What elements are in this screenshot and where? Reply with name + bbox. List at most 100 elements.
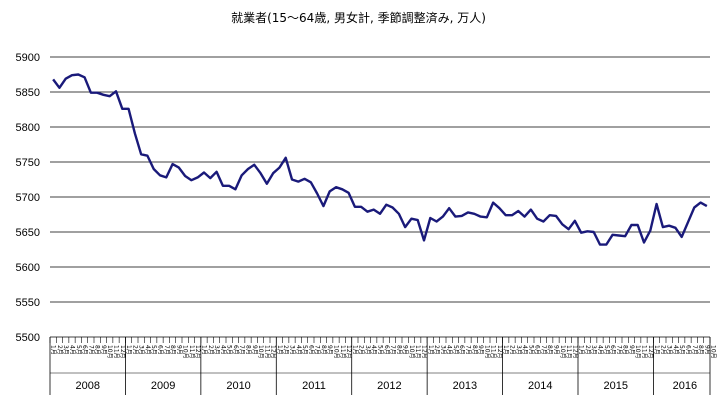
x-month-label: 2月 [433,345,440,355]
x-month-label: 6月 [232,345,239,355]
x-month-label: 7月 [314,345,321,355]
x-month-label: 6月 [157,345,164,355]
x-month-label: 11月 [263,345,270,359]
x-month-label: 10月 [483,345,490,359]
x-month-label: 7月 [615,345,622,355]
x-month-label: 7月 [163,345,170,355]
x-month-label: 3月 [364,345,371,355]
x-month-label: 2月 [282,345,289,355]
series-group [52,73,708,246]
x-axis: 1月 2月 3月 4月 5月 6月 7月 8月 9月 10月 11月 12月 1月 2月 3月 4月 5月 6月 7… [49,337,717,395]
x-month-label: 8月 [546,345,553,355]
x-month-label: 11月 [339,345,346,359]
x-month-label: 5月 [377,345,384,355]
x-month-label: 11月 [188,345,195,359]
x-month-label: 1月 [351,345,358,355]
x-month-label: 5月 [75,345,82,355]
x-month-label: 3月 [590,345,597,355]
x-month-label: 10月 [559,345,566,359]
x-month-label: 12月 [270,345,277,359]
x-month-label: 7月 [540,345,547,355]
x-month-label: 6月 [307,345,314,355]
x-month-label: 5月 [150,345,157,355]
x-month-label: 8月 [94,345,101,355]
x-month-label: 8月 [471,345,478,355]
x-month-label: 4月 [69,345,76,355]
x-month-label: 7月 [691,345,698,355]
x-month-label: 7月 [238,345,245,355]
x-month-label: 8月 [245,345,252,355]
x-month-label: 12月 [119,345,126,359]
x-month-label: 5月 [527,345,534,355]
x-year-label: 2011 [302,380,326,392]
x-month-label: 5月 [678,345,685,355]
x-month-label: 4月 [144,345,151,355]
x-month-label: 10月 [257,345,264,359]
x-month-label: 10月 [333,345,340,359]
x-month-label: 12月 [571,345,578,359]
x-month-label: 9月 [628,345,635,355]
x-month-label: 10月 [106,345,113,359]
x-year-label: 2008 [75,380,99,392]
x-month-label: 1月 [201,345,208,355]
x-month-label: 2月 [131,345,138,355]
x-month-label: 6月 [534,345,541,355]
x-month-label: 11月 [113,345,120,359]
x-month-label: 6月 [458,345,465,355]
x-month-label: 12月 [345,345,352,359]
y-tick-label: 5500 [16,332,40,344]
y-tick-label: 5850 [16,87,40,99]
x-month-label: 3月 [439,345,446,355]
x-month-label: 1月 [125,345,132,355]
x-month-label: 12月 [421,345,428,359]
x-month-label: 5月 [603,345,610,355]
x-month-label: 10月 [710,345,717,359]
x-month-label: 9月 [175,345,182,355]
x-month-label: 3月 [289,345,296,355]
x-month-label: 9月 [326,345,333,355]
x-month-label: 9月 [251,345,258,355]
x-month-label: 6月 [383,345,390,355]
x-month-label: 11月 [414,345,421,359]
x-month-label: 2月 [509,345,516,355]
y-tick-label: 5600 [16,262,40,274]
x-month-label: 1月 [276,345,283,355]
x-year-label: 2013 [453,380,477,392]
x-year-label: 2016 [673,380,697,392]
x-month-label: 8月 [395,345,402,355]
x-month-label: 11月 [641,345,648,359]
x-month-label: 9月 [703,345,710,355]
x-month-label: 6月 [609,345,616,355]
x-month-label: 10月 [408,345,415,359]
x-month-label: 1月 [502,345,509,355]
x-month-label: 4月 [672,345,679,355]
y-tick-label: 5800 [16,122,40,134]
x-month-label: 2月 [358,345,365,355]
x-month-label: 7月 [389,345,396,355]
x-month-label: 4月 [446,345,453,355]
x-month-label: 3月 [515,345,522,355]
x-month-label: 5月 [301,345,308,355]
x-month-label: 3月 [213,345,220,355]
x-month-label: 2月 [659,345,666,355]
x-month-label: 4月 [219,345,226,355]
x-month-label: 6月 [81,345,88,355]
x-month-label: 12月 [647,345,654,359]
grid-lines [50,56,710,338]
x-month-label: 2月 [584,345,591,355]
x-month-label: 6月 [685,345,692,355]
x-month-label: 1月 [427,345,434,355]
x-month-label: 8月 [622,345,629,355]
x-month-label: 3月 [138,345,145,355]
x-month-label: 1月 [578,345,585,355]
series-line [52,73,708,246]
y-tick-label: 5900 [16,52,40,64]
x-month-label: 10月 [634,345,641,359]
x-year-label: 2014 [528,380,552,392]
x-month-label: 5月 [226,345,233,355]
x-month-label: 11月 [490,345,497,359]
x-month-label: 12月 [496,345,503,359]
y-axis: 5500 5550 5600 5650 5700 5750 5800 5850 5900 [16,52,40,344]
x-year-label: 2009 [151,380,175,392]
